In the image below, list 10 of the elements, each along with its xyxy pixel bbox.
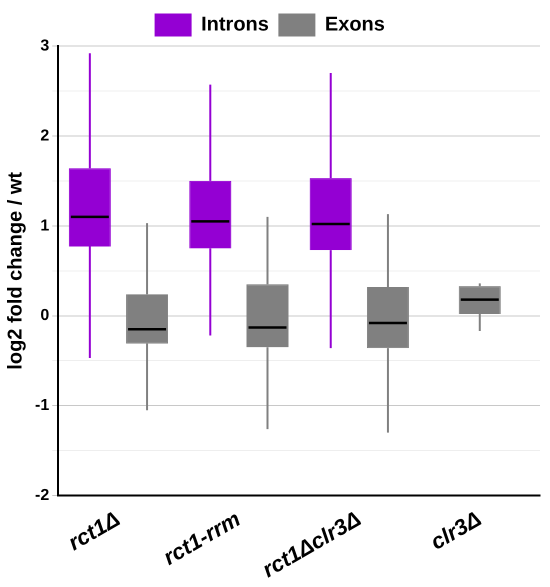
y-tick-label: -1 [34, 397, 50, 414]
y-axis-title: log2 fold change / wt [4, 172, 27, 370]
legend-label: Exons [324, 14, 385, 36]
y-tick-label: 2 [40, 127, 50, 144]
legend-label: Introns [201, 14, 269, 36]
y-tick-label: 0 [40, 307, 50, 324]
x-tick-label: clr3Δ [426, 506, 486, 555]
y-tick-label: 3 [40, 37, 50, 54]
y-tick-label: 1 [40, 217, 50, 234]
y-tick-label: -2 [34, 487, 50, 504]
